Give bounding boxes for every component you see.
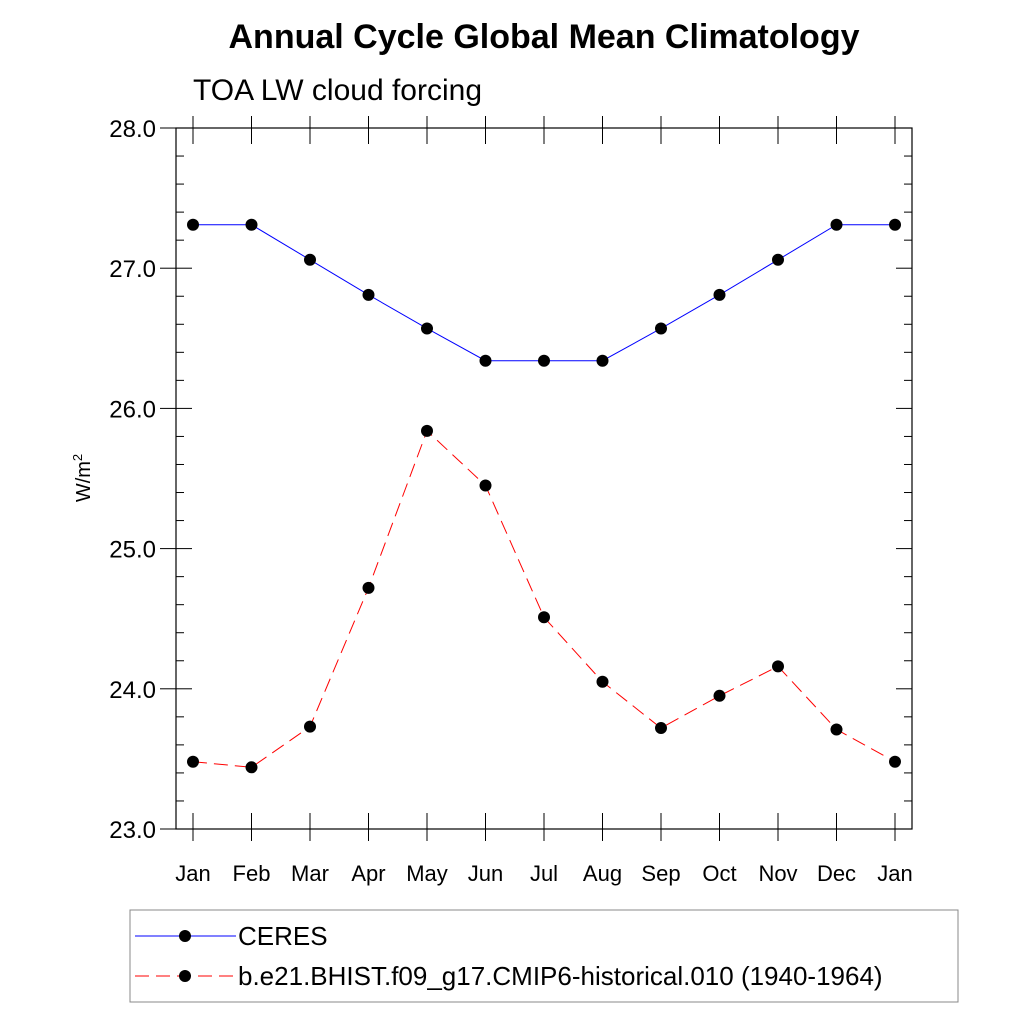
series-0-point bbox=[596, 354, 609, 367]
legend-label-ceres: CERES bbox=[238, 921, 328, 951]
series-1-point bbox=[421, 424, 433, 437]
x-tick-labels: Jan Feb Mar Apr May Jun Jul Aug Sep Oct Nov Dec Jan bbox=[175, 861, 912, 886]
x-tick-label: Nov bbox=[758, 861, 797, 886]
x-tick-label: Dec bbox=[817, 861, 856, 886]
series-1-point bbox=[245, 761, 258, 774]
series-1-point bbox=[772, 660, 784, 673]
y-axis-label-base: W/m bbox=[73, 461, 95, 502]
series-1-point bbox=[187, 755, 199, 768]
series-1-point bbox=[713, 689, 726, 702]
y-axis-label-superscript: 2 bbox=[70, 454, 85, 461]
y-tick-label: 27.0 bbox=[109, 256, 156, 283]
legend-box bbox=[129, 909, 959, 1003]
series-1-point bbox=[830, 723, 843, 736]
y-tick-label: 24.0 bbox=[109, 677, 156, 704]
y-tick-label: 26.0 bbox=[109, 396, 156, 423]
chart-title: Annual Cycle Global Mean Climatology bbox=[229, 18, 860, 56]
x-tick-label: Aug bbox=[583, 861, 622, 886]
series-1-point bbox=[538, 611, 550, 624]
x-tick-label: Sep bbox=[641, 861, 680, 886]
x-tick-label: Jul bbox=[530, 861, 558, 886]
y-tick-labels: 23.0 24.0 25.0 26.0 27.0 28.0 bbox=[109, 116, 156, 844]
plot-frame bbox=[175, 127, 913, 830]
series-0-point bbox=[187, 218, 199, 231]
x-tick-label: Mar bbox=[291, 861, 329, 886]
series-0-point bbox=[362, 288, 375, 301]
chart-subtitle: TOA LW cloud forcing bbox=[193, 74, 482, 107]
series-0-point bbox=[245, 218, 258, 231]
legend-label-model: b.e21.BHIST.f09_g17.CMIP6-historical.010… bbox=[238, 961, 883, 991]
series-line-1 bbox=[192, 429, 896, 768]
legend-marker-model bbox=[179, 970, 191, 982]
y-tick-label: 28.0 bbox=[109, 116, 156, 143]
series-0-point bbox=[304, 253, 316, 266]
series-1-point bbox=[889, 755, 901, 768]
y-tick-label: 23.0 bbox=[109, 817, 156, 844]
x-tick-label: Feb bbox=[233, 861, 271, 886]
series-0-point bbox=[772, 253, 784, 266]
x-tick-label: Jan bbox=[175, 861, 210, 886]
series-1-point bbox=[479, 479, 492, 492]
series-layer bbox=[187, 218, 901, 774]
y-axis-label: W/m2 bbox=[70, 454, 95, 502]
series-1-point bbox=[304, 720, 316, 733]
series-0-point bbox=[538, 354, 550, 367]
series-0-point bbox=[655, 322, 667, 335]
x-tick-label: Jun bbox=[468, 861, 503, 886]
series-1-point bbox=[596, 675, 609, 688]
x-tick-label: Apr bbox=[351, 861, 385, 886]
x-tick-label: May bbox=[406, 861, 448, 886]
x-tick-label: Oct bbox=[702, 861, 736, 886]
series-0-point bbox=[479, 354, 492, 367]
series-line-0 bbox=[193, 224, 895, 362]
y-tick-label: 25.0 bbox=[109, 537, 156, 564]
legend: CERES b.e21.BHIST.f09_g17.CMIP6-historic… bbox=[129, 909, 959, 1003]
series-1-point bbox=[362, 581, 375, 594]
x-tick-label: Jan bbox=[877, 861, 912, 886]
series-1-point bbox=[655, 722, 667, 735]
series-0-point bbox=[421, 322, 433, 335]
series-0-point bbox=[889, 218, 901, 231]
plot-border bbox=[175, 127, 913, 830]
series-0-point bbox=[830, 218, 843, 231]
legend-marker-ceres bbox=[179, 930, 191, 942]
axis-ticks bbox=[160, 116, 912, 841]
series-0-point bbox=[713, 288, 726, 301]
